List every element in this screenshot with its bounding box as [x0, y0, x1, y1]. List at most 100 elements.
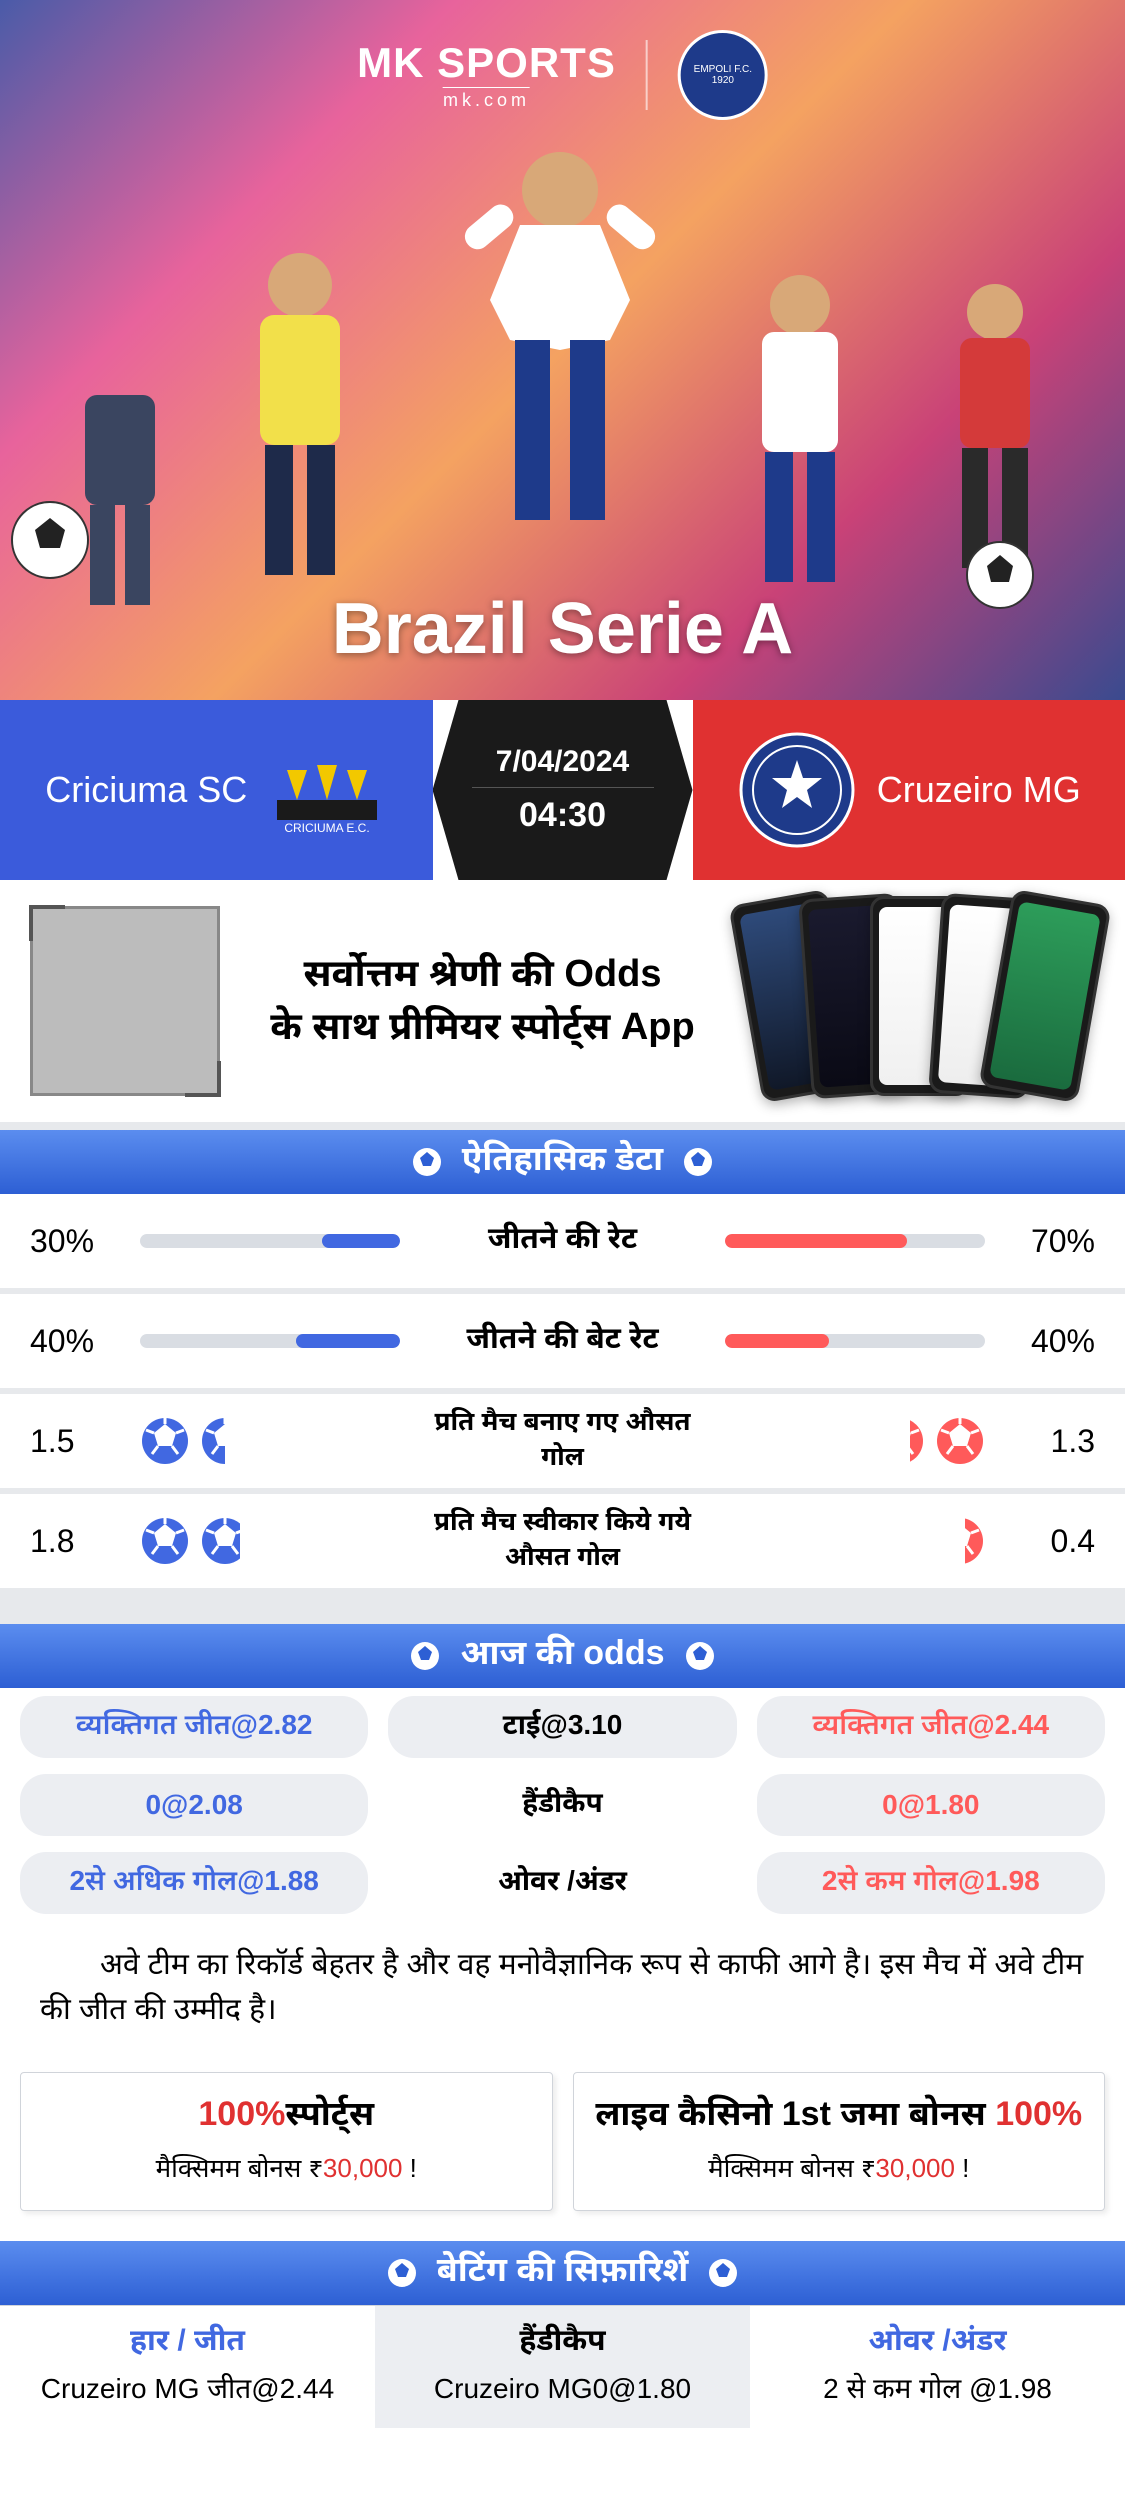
stat-label: प्रति मैच स्वीकार किये गये औसत गोल — [420, 1506, 705, 1576]
home-odds-pill[interactable]: व्यक्तिगत जीत@2.82 — [20, 1696, 368, 1758]
banner-text-line2: के साथ प्रीमियर स्पोर्ट्स App — [250, 1001, 715, 1054]
tab-item[interactable]: ओवर /अंडर 2 से कम गोल @1.98 — [750, 2305, 1125, 2428]
tab-value: Cruzeiro MG0@1.80 — [385, 2373, 740, 2405]
home-odds-pill[interactable]: 0@2.08 — [20, 1774, 368, 1836]
football-icon — [683, 1147, 713, 1177]
home-ball-group — [140, 1416, 400, 1466]
bonus-title: लाइव कैसिनो 1st जमा बोनस 100% — [584, 2095, 1095, 2139]
section-header-historical: ऐतिहासिक डेटा — [0, 1130, 1125, 1194]
tab-title: हार / जीत — [10, 2324, 365, 2363]
soccer-ball-icon — [965, 540, 1035, 610]
recommendation-tabs: हार / जीत Cruzeiro MG जीत@2.44 हैंडीकैप … — [0, 2305, 1125, 2428]
away-value: 70% — [1005, 1223, 1095, 1260]
home-odds-pill[interactable]: 2से अधिक गोल@1.88 — [20, 1852, 368, 1914]
away-team-panel[interactable]: Cruzeiro MG — [693, 700, 1125, 880]
hero-logo-group: MK SPORTS mk.com EMPOLI F.C. 1920 — [357, 30, 768, 120]
tab-title: ओवर /अंडर — [760, 2324, 1115, 2363]
away-ball-group — [725, 1416, 985, 1466]
football-icon — [708, 2258, 738, 2288]
stat-row: 1.5 प्रति मैच बनाए गए औसत गोल 1.3 — [0, 1394, 1125, 1494]
brand-logo-text: MK SPORTS — [357, 39, 616, 87]
hero-players — [0, 170, 1125, 620]
svg-text:CRICIUMA E.C.: CRICIUMA E.C. — [285, 821, 370, 835]
match-date: 7/04/2024 — [496, 745, 629, 779]
spacer — [0, 1594, 1125, 1624]
qr-code-placeholder — [30, 906, 220, 1096]
section-title: बेटिंग की सिफ़ारिशें — [437, 2251, 689, 2295]
odds-row: 0@2.08 हैंडीकैप 0@1.80 — [0, 1766, 1125, 1844]
league-title: Brazil Serie A — [332, 588, 794, 670]
bonus-subtitle: मैक्सिमम बोनस ₹30,000 ! — [584, 2153, 1095, 2188]
away-ball-group — [725, 1516, 985, 1566]
odds-row: 2से अधिक गोल@1.88 ओवर /अंडर 2से कम गोल@1… — [0, 1844, 1125, 1922]
bonus-subtitle: मैक्सिमम बोनस ₹30,000 ! — [31, 2153, 542, 2188]
tab-item[interactable]: हार / जीत Cruzeiro MG जीत@2.44 — [0, 2305, 375, 2428]
bonus-title: 100%स्पोर्ट्स — [31, 2095, 542, 2139]
odds-table: व्यक्तिगत जीत@2.82 टाई@3.10 व्यक्तिगत जी… — [0, 1688, 1125, 1922]
football-icon — [412, 1147, 442, 1177]
center-odds-label[interactable]: टाई@3.10 — [388, 1696, 736, 1758]
banner-text-line1: सर्वोत्तम श्रेणी की Odds — [250, 948, 715, 1001]
odds-row: व्यक्तिगत जीत@2.82 टाई@3.10 व्यक्तिगत जी… — [0, 1688, 1125, 1766]
away-value: 40% — [1005, 1323, 1095, 1360]
logo-divider — [646, 40, 648, 110]
analysis-text: अवे टीम का रिकॉर्ड बेहतर है और वह मनोवैज… — [0, 1922, 1125, 2062]
home-team-logo: CRICIUMA E.C. — [267, 730, 387, 850]
tab-value: Cruzeiro MG जीत@2.44 — [10, 2373, 365, 2410]
away-value: 0.4 — [1005, 1523, 1095, 1560]
center-odds-label: हैंडीकैप — [388, 1774, 736, 1836]
club-badge-label: EMPOLI F.C. — [694, 64, 752, 75]
match-center-panel: 7/04/2024 04:30 — [433, 700, 693, 880]
stat-row: 40% जीतने की बेट रेट 40% — [0, 1294, 1125, 1394]
club-badge: EMPOLI F.C. 1920 — [678, 30, 768, 120]
away-value: 1.3 — [1005, 1423, 1095, 1460]
away-team-name: Cruzeiro MG — [877, 769, 1081, 811]
home-value: 1.8 — [30, 1523, 120, 1560]
football-icon — [685, 1641, 715, 1671]
bonus-card[interactable]: 100%स्पोर्ट्स मैक्सिमम बोनस ₹30,000 ! — [20, 2072, 553, 2211]
center-odds-label: ओवर /अंडर — [388, 1852, 736, 1914]
football-icon — [410, 1641, 440, 1671]
away-bar — [725, 1234, 985, 1248]
away-team-logo — [737, 730, 857, 850]
match-bar: Criciuma SC CRICIUMA E.C. 7/04/2024 04:3… — [0, 700, 1125, 880]
stat-row: 30% जीतने की रेट 70% — [0, 1194, 1125, 1294]
tab-title: हैंडीकैप — [385, 2324, 740, 2363]
section-title: ऐतिहासिक डेटा — [462, 1140, 663, 1184]
home-value: 1.5 — [30, 1423, 120, 1460]
home-value: 40% — [30, 1323, 120, 1360]
home-bar — [140, 1234, 400, 1248]
brand-logo-sub: mk.com — [443, 87, 530, 111]
app-banner[interactable]: सर्वोत्तम श्रेणी की Odds के साथ प्रीमियर… — [0, 880, 1125, 1130]
stat-label: जीतने की बेट रेट — [420, 1322, 705, 1361]
tab-value: 2 से कम गोल @1.98 — [760, 2373, 1115, 2410]
phone-mockup-group — [745, 896, 1095, 1106]
stat-row: 1.8 प्रति मैच स्वीकार किये गये औसत गोल 0… — [0, 1494, 1125, 1594]
bonus-cards-row: 100%स्पोर्ट्स मैक्सिमम बोनस ₹30,000 ! ला… — [0, 2062, 1125, 2241]
section-title: आज की odds — [460, 1634, 664, 1678]
hero-banner: MK SPORTS mk.com EMPOLI F.C. 1920 Brazil… — [0, 0, 1125, 700]
football-icon — [387, 2258, 417, 2288]
home-bar — [140, 1334, 400, 1348]
stat-label: जीतने की रेट — [420, 1222, 705, 1261]
soccer-ball-icon — [10, 500, 90, 580]
club-badge-year: 1920 — [712, 75, 734, 86]
brand-logo: MK SPORTS mk.com — [357, 39, 616, 111]
away-odds-pill[interactable]: 2से कम गोल@1.98 — [757, 1852, 1105, 1914]
bonus-card[interactable]: लाइव कैसिनो 1st जमा बोनस 100% मैक्सिमम ब… — [573, 2072, 1106, 2211]
away-odds-pill[interactable]: व्यक्तिगत जीत@2.44 — [757, 1696, 1105, 1758]
section-header-odds: आज की odds — [0, 1624, 1125, 1688]
stat-label: प्रति मैच बनाए गए औसत गोल — [420, 1406, 705, 1476]
away-odds-pill[interactable]: 0@1.80 — [757, 1774, 1105, 1836]
tab-item[interactable]: हैंडीकैप Cruzeiro MG0@1.80 — [375, 2305, 750, 2428]
home-ball-group — [140, 1516, 400, 1566]
center-divider — [472, 787, 654, 788]
match-time: 04:30 — [519, 796, 606, 835]
section-header-recommendations: बेटिंग की सिफ़ारिशें — [0, 2241, 1125, 2305]
banner-text: सर्वोत्तम श्रेणी की Odds के साथ प्रीमियर… — [250, 948, 715, 1054]
away-bar — [725, 1334, 985, 1348]
home-team-panel[interactable]: Criciuma SC CRICIUMA E.C. — [0, 700, 433, 880]
home-team-name: Criciuma SC — [45, 769, 247, 811]
home-value: 30% — [30, 1223, 120, 1260]
historical-stats-block: 30% जीतने की रेट 70% 40% जीतने की बेट रे… — [0, 1194, 1125, 1594]
